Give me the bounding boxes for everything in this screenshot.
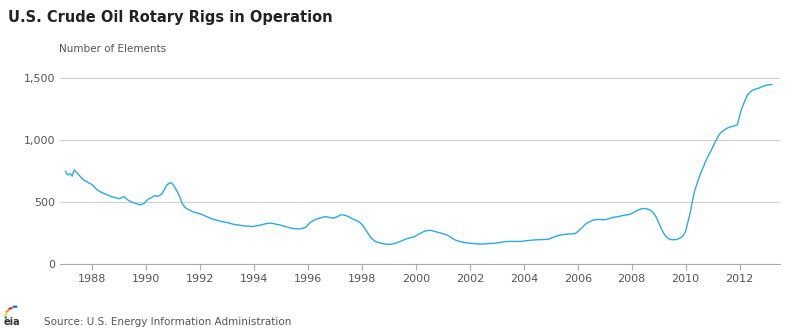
Text: eia: eia [4,317,21,327]
Text: U.S. Crude Oil Rotary Rigs in Operation: U.S. Crude Oil Rotary Rigs in Operation [8,10,333,25]
Text: Source: U.S. Energy Information Administration: Source: U.S. Energy Information Administ… [44,317,291,327]
Text: Number of Elements: Number of Elements [59,44,166,54]
